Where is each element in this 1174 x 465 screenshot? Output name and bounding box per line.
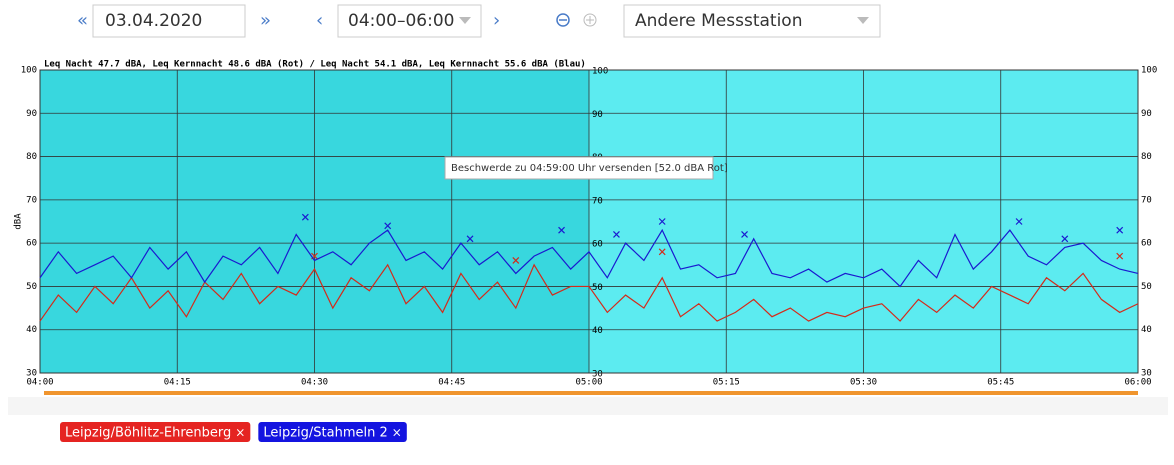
chip-background xyxy=(258,422,407,442)
peak-marker xyxy=(1061,235,1069,243)
x-tick-label: 05:45 xyxy=(987,378,1014,388)
peak-marker xyxy=(1116,226,1124,234)
series-line xyxy=(39,263,1139,322)
x-tick-label: 04:15 xyxy=(164,378,191,388)
x-tick-label: 04:00 xyxy=(26,378,53,388)
y-tick-label-inner: 90 xyxy=(592,110,603,120)
scrollbar[interactable] xyxy=(8,397,1168,415)
y-tick-label-right: 100 xyxy=(1141,66,1157,76)
y-tick-label-inner: 30 xyxy=(592,370,603,380)
series-line xyxy=(39,228,1139,288)
y-tick-label-inner: 60 xyxy=(592,240,603,250)
peak-marker xyxy=(558,226,565,234)
range-select[interactable] xyxy=(337,4,482,38)
x-tick-label: 05:30 xyxy=(850,378,877,388)
zoom-in[interactable] xyxy=(583,13,597,27)
station-chip[interactable]: Leipzig/Böhlitz-Ehrenberg × xyxy=(60,422,251,442)
peak-marker xyxy=(658,248,666,256)
prev-day[interactable]: « xyxy=(77,10,88,31)
date-input[interactable] xyxy=(92,4,246,38)
peak-marker xyxy=(1116,252,1124,260)
chip-close[interactable]: × xyxy=(235,426,245,440)
plot-border xyxy=(39,69,1139,374)
plot: Leq Nacht 47.7 dBA, Leq Kernnacht 48.6 d… xyxy=(14,60,1158,388)
y-tick-label: 40 xyxy=(26,325,37,335)
y-tick-label-right: 80 xyxy=(1141,152,1152,162)
x-tick-label: 05:15 xyxy=(713,378,740,388)
range: 04:00–06:00 xyxy=(348,11,454,31)
y-tick-label: 30 xyxy=(26,369,37,379)
prev-range[interactable]: ‹ xyxy=(316,10,323,31)
x-tick-label: 05:00 xyxy=(575,378,602,388)
y-tick-label-right: 60 xyxy=(1141,239,1152,249)
x-tick-label: 04:45 xyxy=(438,378,465,388)
zoom-out[interactable] xyxy=(556,13,570,27)
station-chip[interactable]: Leipzig/Stahmeln 2 × xyxy=(258,422,407,442)
chip-close[interactable]: × xyxy=(392,426,402,440)
y-tick-label: 80 xyxy=(26,152,37,162)
y-tick-label: 100 xyxy=(21,66,37,76)
y-tick-label-right: 40 xyxy=(1141,325,1152,335)
chart-title: Leq Nacht 47.7 dBA, Leq Kernnacht 48.6 d… xyxy=(44,60,586,70)
peak-marker xyxy=(512,257,520,264)
x-tick-label: 06:00 xyxy=(1124,378,1151,388)
peak-marker xyxy=(658,218,666,225)
y-tick-label-right: 50 xyxy=(1141,282,1152,292)
y-tick-label-inner: 100 xyxy=(592,67,608,77)
chip-background xyxy=(60,422,251,442)
y-tick-label: 90 xyxy=(26,109,37,119)
peak-marker xyxy=(1015,218,1023,225)
y-tick-label-right: 70 xyxy=(1141,195,1152,205)
y-tick-label-inner: 40 xyxy=(592,326,603,336)
chip-label: Leipzig/Stahmeln 2 xyxy=(263,426,387,441)
y-tick-label-inner: 50 xyxy=(592,283,603,293)
dropdown-arrow xyxy=(857,17,869,24)
peak-marker xyxy=(384,222,392,230)
y-tick-label-right: 30 xyxy=(1141,369,1152,379)
y-axis-label: dBA xyxy=(14,213,24,230)
dropdown-arrow xyxy=(459,17,471,24)
range-bar xyxy=(44,391,1138,395)
date: 03.04.2020 xyxy=(105,11,202,31)
y-tick-label: 60 xyxy=(26,239,37,249)
peak-marker xyxy=(613,231,620,238)
next-range[interactable]: › xyxy=(493,10,500,31)
station-select[interactable] xyxy=(623,4,881,38)
tooltip: Beschwerde zu 04:59:00 Uhr versenden [52… xyxy=(451,163,728,174)
y-tick-label-right: 90 xyxy=(1141,109,1152,119)
y-tick-label: 50 xyxy=(26,282,37,292)
peak-marker xyxy=(301,213,309,221)
peak-marker xyxy=(466,235,474,243)
chip-label: Leipzig/Böhlitz-Ehrenberg xyxy=(65,426,231,441)
y-tick-label: 70 xyxy=(26,195,37,205)
y-tick-label-inner: 70 xyxy=(592,196,603,206)
next-day[interactable]: » xyxy=(260,10,271,31)
peak-marker xyxy=(741,231,748,238)
tooltip-box xyxy=(444,156,714,180)
station: Andere Messstation xyxy=(635,11,802,31)
x-tick-label: 04:30 xyxy=(301,378,328,388)
